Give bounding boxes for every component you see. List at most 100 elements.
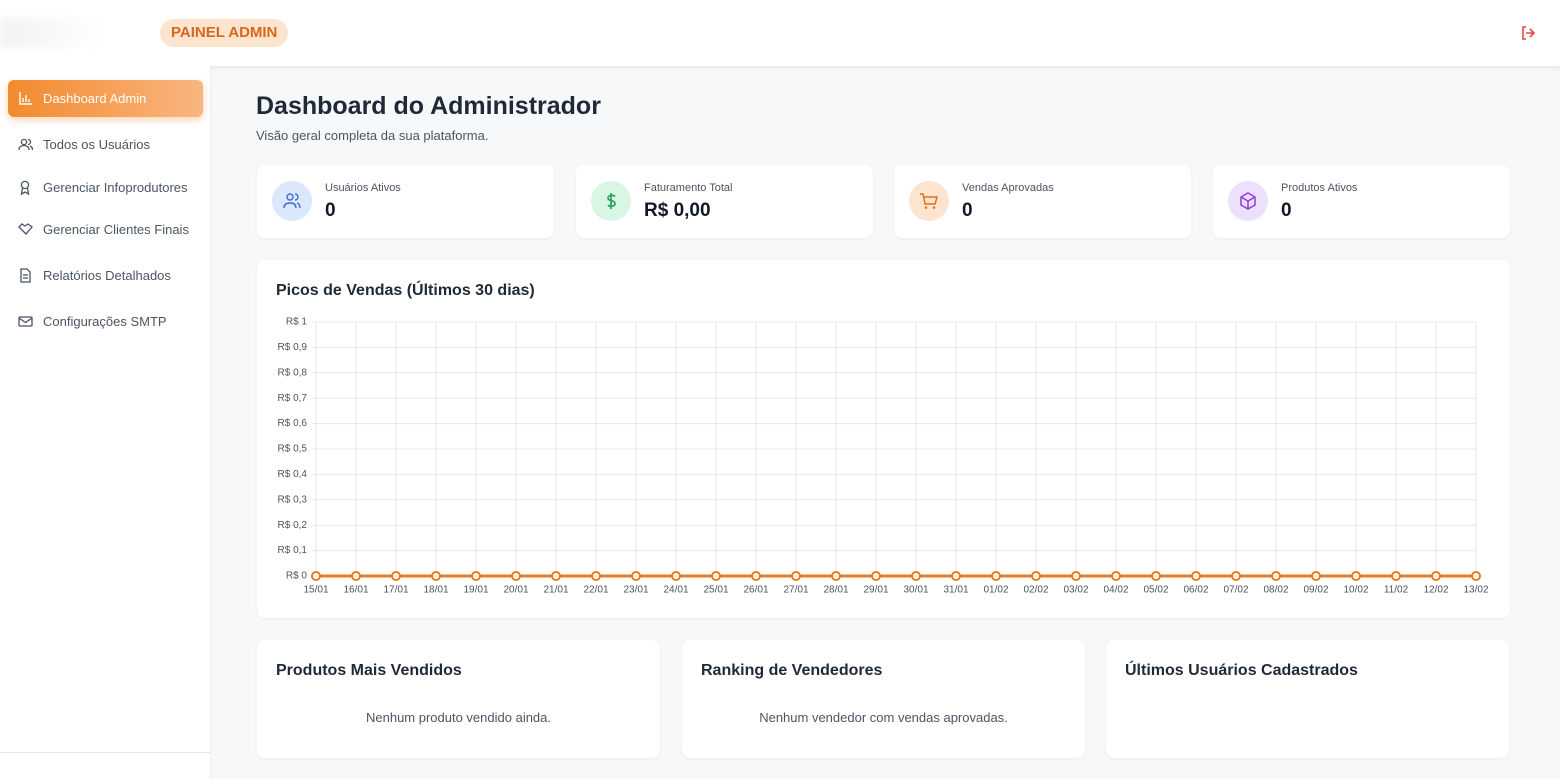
logout-button[interactable] [1520,25,1536,41]
x-tick-label: 24/01 [663,585,688,596]
stat-icon [272,181,312,221]
y-tick-label: R$ 0,4 [278,469,308,480]
y-tick-label: R$ 0,8 [278,367,308,378]
x-tick-label: 02/02 [1023,585,1048,596]
point [351,571,361,581]
y-tick-label: R$ 1 [286,317,308,328]
stat-icon-glyph [1240,192,1256,210]
point [1151,571,1161,581]
stat-icon [591,181,631,221]
x-tick-label: 26/01 [743,585,768,596]
panel: Últimos Usuários Cadastrados [1106,640,1509,758]
page-subtitle: Visão geral completa da sua plataforma. [256,128,489,143]
nav-item[interactable]: Todos os Usuários [8,126,203,163]
badge: PAINEL ADMIN [160,19,289,47]
x-tick-label: 21/01 [543,585,568,596]
nav-icon [18,223,33,235]
nav-item[interactable]: Dashboard Admin [8,80,203,117]
x-tick-label: 12/02 [1423,585,1448,596]
x-tick-label: 28/01 [823,585,848,596]
x-tick-label: 20/01 [503,585,528,596]
stat-icon-glyph [283,193,301,209]
point [631,571,641,581]
point [591,571,601,581]
nav-item[interactable]: Configurações SMTP [8,303,203,340]
panel-empty: Nenhum vendedor com vendas aprovadas. [759,710,1008,725]
x-tick-label: 09/02 [1303,585,1328,596]
header: PAINEL ADMIN [0,0,1560,66]
stat-card: Usuários Ativos 0 [257,165,554,238]
point [431,571,441,581]
point [1311,571,1321,581]
point [471,571,481,581]
point [1111,571,1121,581]
nav-icon [18,316,33,327]
point [1351,571,1361,581]
stat-icon-glyph [920,193,938,209]
point [1391,571,1401,581]
x-tick-label: 19/01 [463,585,488,596]
y-tick-label: R$ 0,9 [278,342,308,353]
point [871,571,881,581]
nav-label: Gerenciar Infoprodutores [43,180,188,195]
x-tick-label: 01/02 [983,585,1008,596]
sidebar [0,66,211,779]
nav-icon [20,180,30,195]
chart-title: Picos de Vendas (Últimos 30 dias) [276,280,535,299]
x-tick-label: 03/02 [1063,585,1088,596]
point [991,571,1001,581]
nav-label: Dashboard Admin [43,91,147,106]
divider [0,752,210,753]
point [1031,571,1041,581]
point [1191,571,1201,581]
panel-empty: Nenhum produto vendido ainda. [365,710,552,725]
nav-item[interactable]: Relatórios Detalhados [8,257,203,294]
point [1231,571,1241,581]
x-tick-label: 06/02 [1183,585,1208,596]
point [1431,571,1441,581]
point [671,571,681,581]
stat-value: R$ 0,00 [644,200,711,221]
point [551,571,561,581]
point [511,571,521,581]
x-tick-label: 04/02 [1103,585,1128,596]
stat-icon-glyph [607,193,616,209]
x-tick-label: 13/02 [1463,585,1488,596]
stat-label: Produtos Ativos [1281,182,1358,194]
x-tick-label: 30/01 [903,585,928,596]
point [1471,571,1481,581]
y-tick-label: R$ 0,2 [278,520,308,531]
panel-title: Ranking de Vendedores [701,662,883,679]
y-tick-label: R$ 0,3 [278,494,308,505]
x-tick-label: 31/01 [943,585,968,596]
stat-label: Faturamento Total [644,182,733,194]
point [791,571,801,581]
nav-label: Gerenciar Clientes Finais [43,222,189,237]
panel: Produtos Mais Vendidos Nenhum produto ven… [257,640,660,758]
nav-item[interactable]: Gerenciar Infoprodutores [8,169,203,206]
stat-label: Vendas Aprovadas [962,182,1054,194]
y-tick-label: R$ 0,1 [278,545,308,556]
x-tick-label: 10/02 [1343,585,1368,596]
nav-label: Configurações SMTP [43,314,167,329]
stat-icon [909,181,949,221]
point [951,571,961,581]
x-tick-label: 25/01 [703,585,728,596]
y-tick-label: R$ 0,5 [278,444,308,455]
page-title: Dashboard do Administrador [256,92,601,120]
x-tick-label: 22/01 [583,585,608,596]
stat-value: 0 [962,200,973,221]
panel-title: Últimos Usuários Cadastrados [1125,662,1358,679]
point [831,571,841,581]
nav-label: Todos os Usuários [43,137,150,152]
x-tick-label: 07/02 [1223,585,1248,596]
y-tick-label: R$ 0 [286,571,308,582]
nav-label: Relatórios Detalhados [43,268,171,283]
stat-card: Faturamento Total R$ 0,00 [576,165,873,238]
stat-card: Produtos Ativos 0 [1213,165,1510,238]
nav-icon [18,138,33,151]
x-tick-label: 05/02 [1143,585,1168,596]
nav-item[interactable]: Gerenciar Clientes Finais [8,211,203,248]
point [711,571,721,581]
